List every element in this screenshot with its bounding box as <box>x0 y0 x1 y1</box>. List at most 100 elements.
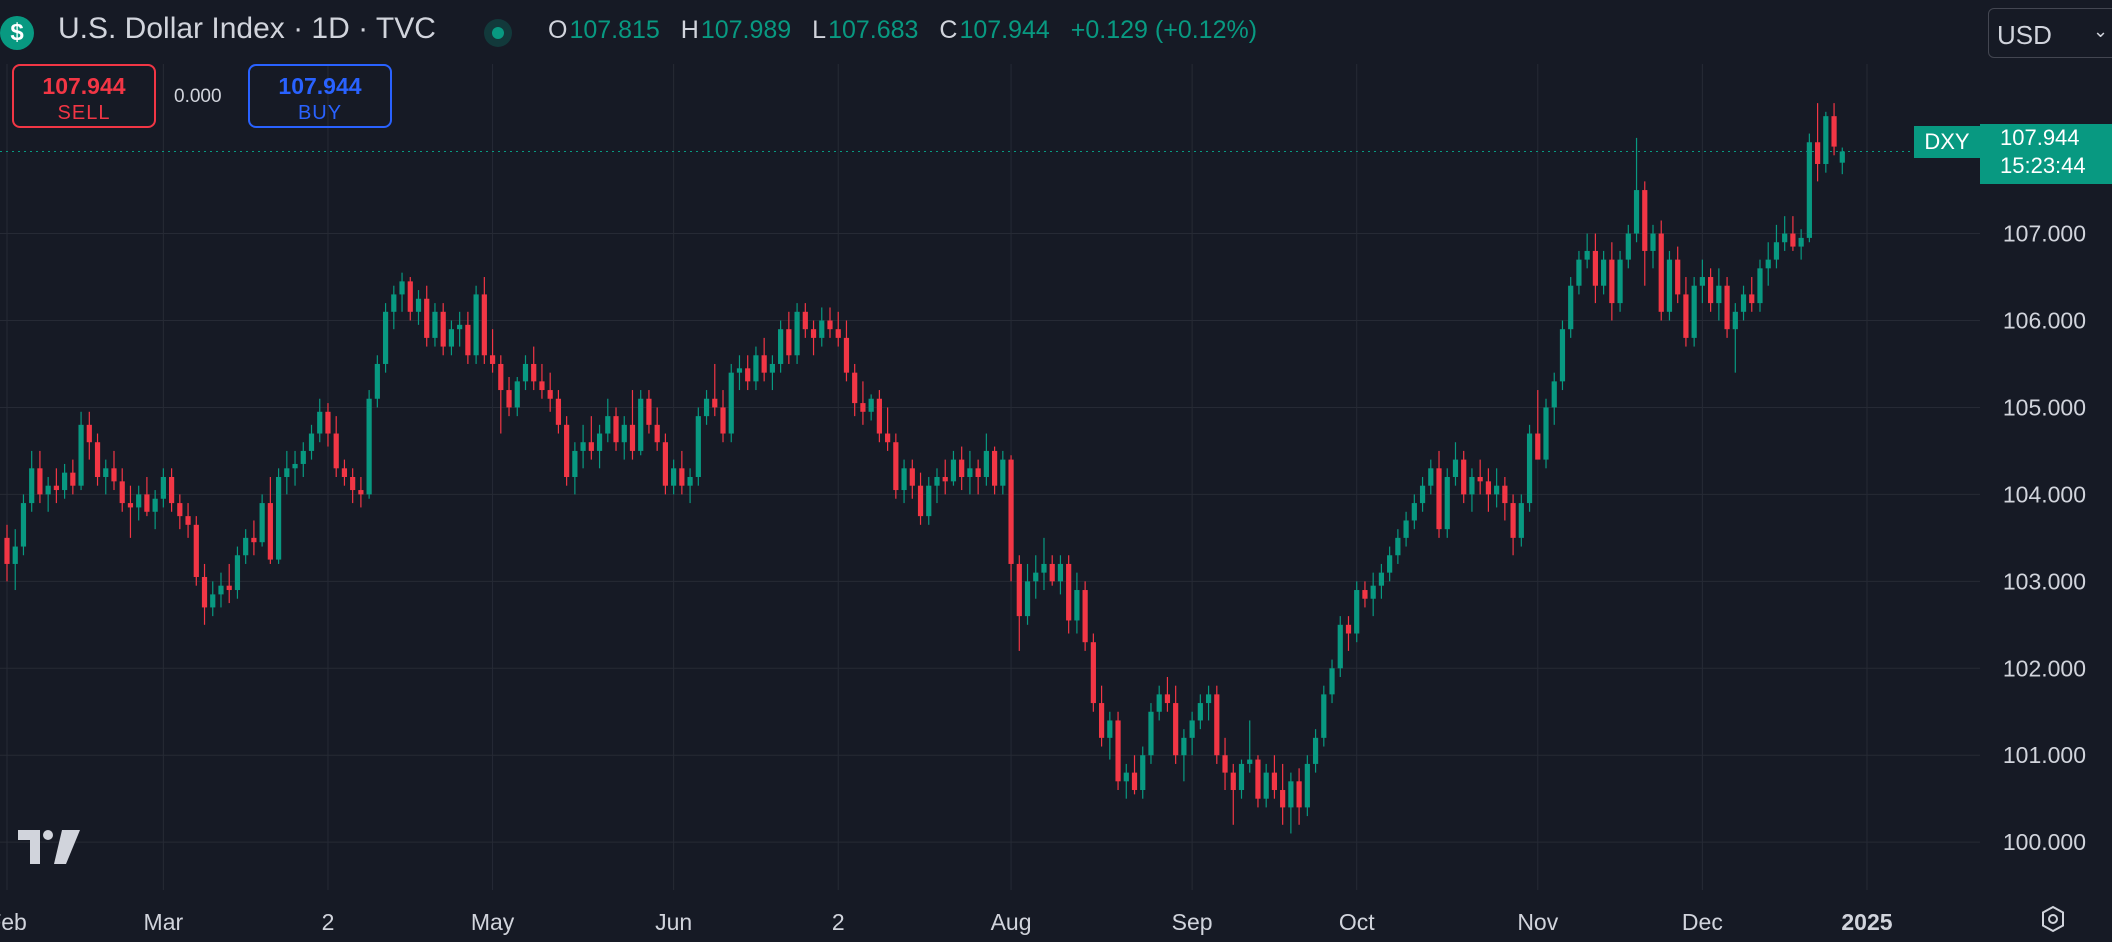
candle <box>94 433 101 486</box>
candle-body <box>580 442 586 451</box>
candle <box>1831 103 1837 156</box>
candle <box>267 477 273 564</box>
candle-body <box>720 407 726 434</box>
candle-body <box>37 468 43 495</box>
candle <box>926 477 932 525</box>
candle-body <box>169 477 175 504</box>
candle <box>37 450 43 504</box>
candle-body <box>1354 590 1360 634</box>
candle-body <box>1436 468 1442 530</box>
candle-body <box>193 524 199 577</box>
candle-body <box>1740 294 1747 312</box>
candle-body <box>1839 151 1845 163</box>
candle <box>662 433 668 495</box>
candle <box>201 563 208 625</box>
candle <box>1452 442 1459 486</box>
candle <box>1123 763 1129 799</box>
candle <box>547 372 553 412</box>
candle <box>1329 659 1335 704</box>
candle <box>1584 233 1590 269</box>
candle <box>1214 685 1220 764</box>
candle-body <box>753 355 759 382</box>
candle <box>1740 285 1747 321</box>
candle <box>308 424 315 460</box>
candle <box>1222 737 1228 791</box>
candle <box>300 442 306 477</box>
y-tick-label: 103.000 <box>2003 568 2086 594</box>
candle-body <box>1312 737 1319 764</box>
candle <box>687 468 693 504</box>
candle <box>522 355 529 391</box>
candle <box>1370 572 1376 617</box>
candle <box>53 468 59 504</box>
close-label: C <box>939 16 958 44</box>
price-axis[interactable]: 107.000 106.000 105.000 104.000 103.000 102.0… <box>2003 221 2086 856</box>
candle-body <box>275 477 282 560</box>
market-status-icon[interactable] <box>484 19 512 47</box>
buy-price: 107.944 <box>278 73 362 99</box>
candle <box>992 446 998 495</box>
buy-button[interactable]: 107.944 BUY <box>248 64 392 128</box>
candle <box>481 277 487 364</box>
currency-select[interactable]: USD ⌄ <box>1988 8 2112 58</box>
candle <box>753 346 759 391</box>
candle <box>1362 581 1368 608</box>
candle <box>489 329 496 373</box>
candle-body <box>1411 503 1417 521</box>
candle <box>1271 755 1278 799</box>
candle-body <box>1601 259 1607 286</box>
candle <box>498 355 504 434</box>
candle <box>169 468 175 512</box>
high-label: H <box>680 16 699 44</box>
candle-body <box>596 433 603 451</box>
sell-button[interactable]: 107.944 SELL <box>12 64 156 128</box>
candle-body <box>119 481 125 504</box>
settings-icon[interactable] <box>2038 904 2068 939</box>
candle-body <box>1609 259 1615 304</box>
candle <box>1288 772 1294 834</box>
candle <box>160 468 166 508</box>
candle <box>695 407 701 486</box>
candle-body <box>1378 572 1385 586</box>
candle <box>243 529 249 564</box>
candle <box>1107 711 1113 760</box>
candle <box>1280 763 1286 825</box>
candle-body <box>1205 694 1212 704</box>
candle-body <box>481 294 487 356</box>
candle-body <box>78 424 84 486</box>
candle <box>1354 581 1360 643</box>
candle-body <box>687 477 693 486</box>
candle <box>1057 555 1064 595</box>
candle-body <box>522 363 529 382</box>
candle-body <box>1164 694 1171 704</box>
candle-body <box>967 468 973 477</box>
candle-body <box>1345 624 1352 634</box>
tradingview-logo-icon[interactable] <box>18 830 80 869</box>
candle <box>1173 685 1179 764</box>
symbol-price-tag: DXY <box>1914 126 1980 158</box>
candle <box>769 355 775 391</box>
symbol-title[interactable]: U.S. Dollar Index · 1D · TVC <box>58 12 436 45</box>
time-axis[interactable]: Feb Mar 2 May Jun 2 Aug Sep Oct Nov Dec 2025 <box>0 909 1893 935</box>
candle <box>1601 250 1607 295</box>
candle-body <box>860 403 866 412</box>
candle <box>152 490 158 530</box>
candle <box>514 377 520 417</box>
candle <box>720 390 726 443</box>
candle-body <box>1049 563 1055 582</box>
candle-body <box>1066 563 1072 621</box>
candle-body <box>1576 259 1582 286</box>
candle <box>1815 103 1821 182</box>
candle-body <box>679 468 685 486</box>
x-tick-label: Jun <box>655 909 692 935</box>
candle <box>119 468 125 512</box>
candle-body <box>1732 311 1738 330</box>
candle <box>1551 372 1557 425</box>
candle-body <box>1197 703 1203 721</box>
candle <box>1049 555 1055 586</box>
candle <box>555 390 562 434</box>
candle-body <box>621 424 627 443</box>
y-tick-label: 100.000 <box>2003 829 2086 855</box>
candle <box>819 307 825 347</box>
